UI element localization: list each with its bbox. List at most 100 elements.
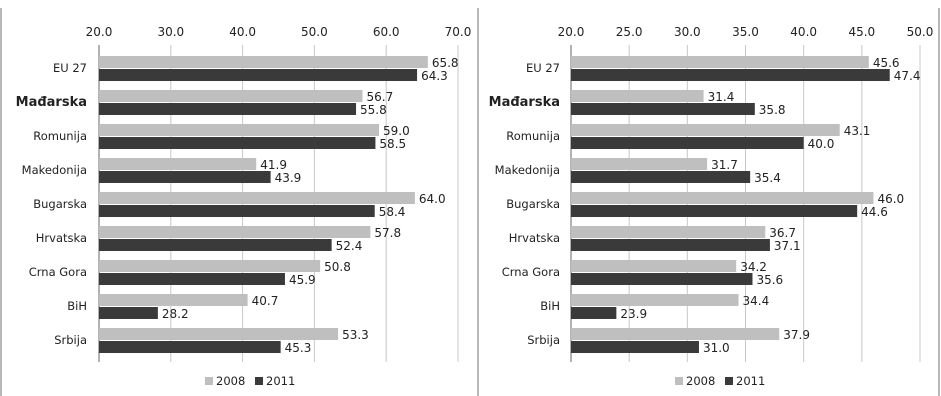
- data-label: 40.0: [808, 137, 835, 151]
- data-label: 45.3: [285, 341, 312, 355]
- bar-2011: [99, 307, 158, 319]
- bar-2011: [571, 137, 804, 149]
- data-label: 47.4: [894, 69, 921, 83]
- bar-2008: [571, 124, 840, 136]
- bar-2011: [571, 341, 699, 353]
- bar-2011: [99, 273, 285, 285]
- bar-2011: [571, 239, 770, 251]
- bar-2008: [99, 192, 415, 204]
- tick-label: 30.0: [157, 25, 184, 39]
- bar-2008: [99, 124, 380, 136]
- data-label: 35.6: [756, 273, 783, 287]
- bar-2008: [571, 90, 704, 102]
- chart-right: 20.0 25.0 30.0 35.0 40.0 45.0 50.0 EU 27 45.647.…: [489, 25, 934, 388]
- bar-2011: [99, 137, 376, 149]
- data-label: 58.4: [379, 205, 406, 219]
- legend-swatch: [255, 377, 263, 385]
- data-label: 64.3: [421, 69, 448, 83]
- data-label: 46.0: [877, 192, 904, 206]
- legend-label: 2008: [216, 374, 245, 388]
- data-label: 65.8: [432, 56, 459, 70]
- category-label: Crna Gora: [29, 265, 87, 279]
- category-label: Romunija: [33, 129, 87, 143]
- tick-label: 60.0: [373, 25, 400, 39]
- bar-2008: [99, 294, 248, 306]
- data-label: 28.2: [162, 307, 189, 321]
- data-label: 31.7: [711, 158, 738, 172]
- data-label: 53.3: [342, 328, 369, 342]
- legend-swatch: [205, 377, 213, 385]
- data-label: 43.1: [844, 124, 871, 138]
- bar-2011: [99, 69, 418, 81]
- category-label: Makedonija: [495, 163, 560, 177]
- data-label: 37.1: [774, 239, 801, 253]
- data-label: 41.9: [260, 158, 287, 172]
- category-label: Romunija: [506, 129, 560, 143]
- bar-2011: [99, 171, 271, 183]
- category-label: BiH: [540, 299, 560, 313]
- bar-2008: [99, 90, 363, 102]
- data-label: 64.0: [419, 192, 446, 206]
- tick-label: 45.0: [848, 25, 875, 39]
- data-label: 45.6: [873, 56, 900, 70]
- bar-2011: [99, 205, 375, 217]
- bar-2011: [571, 273, 753, 285]
- category-label: EU 27: [53, 61, 87, 75]
- data-label: 44.6: [861, 205, 888, 219]
- data-label: 35.8: [759, 103, 786, 117]
- bar-2011: [571, 205, 858, 217]
- data-label: 40.7: [252, 294, 279, 308]
- data-label: 43.9: [275, 171, 302, 185]
- tick-label: 20.0: [86, 25, 113, 39]
- data-label: 34.2: [740, 260, 767, 274]
- category-label: Mađarska: [16, 95, 87, 110]
- bar-2011: [99, 341, 281, 353]
- tick-label: 50.0: [301, 25, 328, 39]
- data-label: 45.9: [289, 273, 316, 287]
- data-label: 50.8: [324, 260, 351, 274]
- legend-label: 2011: [736, 374, 765, 388]
- category-label: Mađarska: [489, 95, 560, 110]
- bar-2011: [571, 103, 755, 115]
- bar-2011: [99, 239, 332, 251]
- data-label: 52.4: [336, 239, 363, 253]
- legend-label: 2008: [686, 374, 715, 388]
- category-label: Bugarska: [506, 197, 560, 211]
- category-label: Srbija: [527, 333, 560, 347]
- data-label: 55.8: [360, 103, 387, 117]
- category-label: Makedonija: [22, 163, 87, 177]
- data-label: 57.8: [374, 226, 401, 240]
- category-label: BiH: [67, 299, 87, 313]
- bar-2011: [571, 69, 890, 81]
- data-label: 31.4: [708, 90, 735, 104]
- bar-2008: [571, 192, 874, 204]
- tick-label: 50.0: [907, 25, 934, 39]
- bar-2011: [571, 307, 617, 319]
- bar-2011: [99, 103, 357, 115]
- category-label: EU 27: [526, 61, 560, 75]
- bar-2008: [99, 158, 257, 170]
- bar-2008: [571, 158, 708, 170]
- legend-swatch: [725, 377, 733, 385]
- chart-left: 20.0 30.0 40.0 50.0 60.0 70.0 EU 27 65.864.3 Mađ…: [16, 25, 472, 388]
- bar-2008: [571, 294, 739, 306]
- bar-2008: [99, 328, 339, 340]
- bar-2008: [99, 260, 321, 272]
- bar-2008: [571, 56, 869, 68]
- tick-label: 25.0: [616, 25, 643, 39]
- data-label: 58.5: [379, 137, 406, 151]
- category-label: Hrvatska: [36, 231, 87, 245]
- category-label: Crna Gora: [502, 265, 560, 279]
- data-label: 56.7: [367, 90, 394, 104]
- tick-label: 30.0: [674, 25, 701, 39]
- bar-2008: [571, 328, 780, 340]
- data-label: 59.0: [383, 124, 410, 138]
- tick-label: 40.0: [229, 25, 256, 39]
- tick-label: 35.0: [732, 25, 759, 39]
- bar-2008: [99, 226, 371, 238]
- category-label: Srbija: [54, 333, 87, 347]
- bar-2008: [571, 226, 766, 238]
- data-label: 31.0: [703, 341, 730, 355]
- bar-2011: [571, 171, 751, 183]
